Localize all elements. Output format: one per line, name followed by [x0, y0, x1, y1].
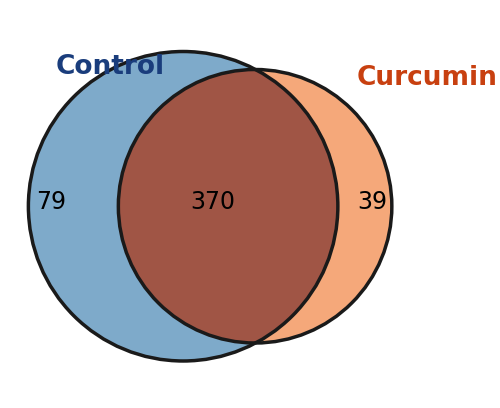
- Circle shape: [118, 69, 392, 343]
- Text: 79: 79: [36, 190, 66, 214]
- Circle shape: [28, 51, 338, 361]
- Text: Control: Control: [56, 54, 164, 80]
- Text: 370: 370: [190, 190, 236, 214]
- Text: 39: 39: [357, 190, 387, 214]
- Text: Curcumin: Curcumin: [357, 66, 498, 91]
- Polygon shape: [118, 69, 338, 343]
